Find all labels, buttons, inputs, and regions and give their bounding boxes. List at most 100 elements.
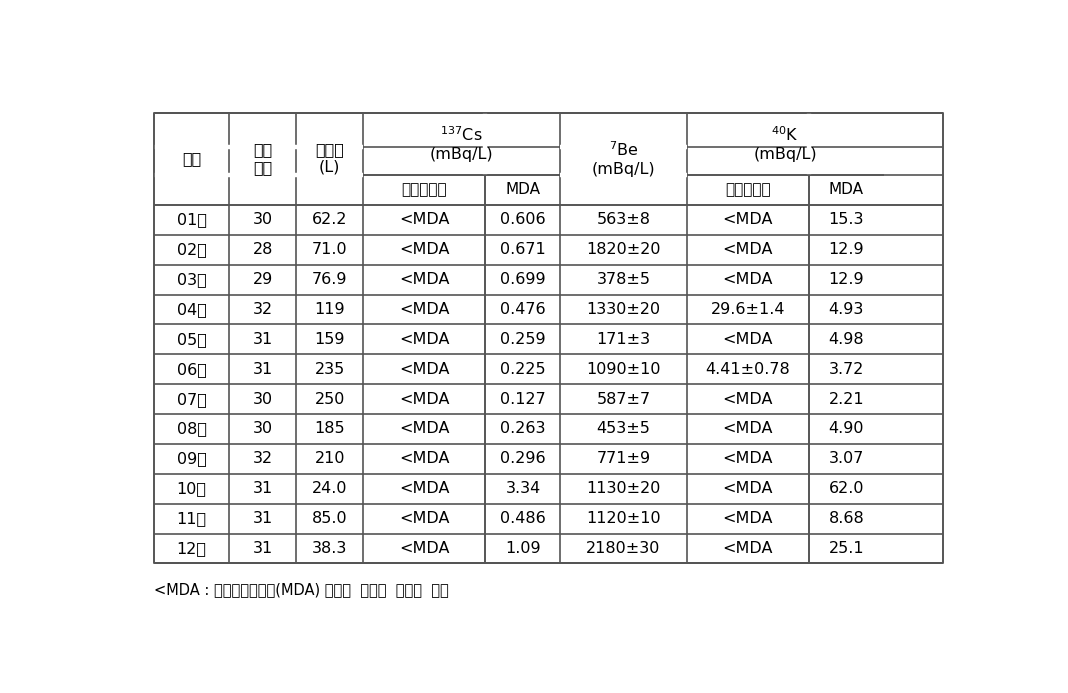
Text: <MDA: <MDA	[723, 421, 773, 437]
Text: 시료량
(L): 시료량 (L)	[315, 143, 344, 175]
Text: 30: 30	[253, 421, 272, 437]
Text: 01월: 01월	[176, 212, 207, 227]
Text: 4.90: 4.90	[829, 421, 864, 437]
Text: $^{40}$K
(mBq/L): $^{40}$K (mBq/L)	[753, 125, 817, 161]
Text: 2.21: 2.21	[829, 392, 864, 407]
Text: 4.93: 4.93	[829, 302, 864, 317]
Text: 453±5: 453±5	[597, 421, 650, 437]
Text: 31: 31	[252, 481, 272, 496]
Text: 0.263: 0.263	[500, 421, 546, 437]
Text: 03월: 03월	[177, 272, 206, 287]
Text: 8.68: 8.68	[829, 511, 864, 526]
Text: <MDA: <MDA	[399, 362, 450, 377]
Text: 31: 31	[252, 362, 272, 377]
Text: 15.3: 15.3	[829, 212, 864, 227]
Text: <MDA: <MDA	[399, 511, 450, 526]
Text: 378±5: 378±5	[597, 272, 650, 287]
Text: 08월: 08월	[176, 421, 207, 437]
Text: 85.0: 85.0	[312, 511, 347, 526]
Text: 구분: 구분	[182, 151, 201, 166]
Text: 0.671: 0.671	[500, 243, 546, 257]
Text: $^{7}$Be
(mBq/L): $^{7}$Be (mBq/L)	[592, 141, 656, 177]
Text: 771±9: 771±9	[596, 451, 650, 466]
Text: <MDA: <MDA	[723, 541, 773, 556]
Text: 채집
일수: 채집 일수	[253, 143, 272, 175]
Text: 06월: 06월	[176, 362, 206, 377]
Text: <MDA: <MDA	[399, 392, 450, 407]
Text: <MDA: <MDA	[399, 451, 450, 466]
Text: <MDA: <MDA	[399, 272, 450, 287]
Text: <MDA: <MDA	[399, 421, 450, 437]
Text: 29: 29	[252, 272, 272, 287]
Text: 32: 32	[253, 302, 272, 317]
Text: 30: 30	[253, 212, 272, 227]
Text: <MDA: <MDA	[399, 243, 450, 257]
Text: 30: 30	[253, 392, 272, 407]
Text: 05월: 05월	[176, 332, 206, 347]
Text: 1090±10: 1090±10	[586, 362, 661, 377]
Text: 2180±30: 2180±30	[586, 541, 661, 556]
Text: 0.606: 0.606	[500, 212, 546, 227]
Text: 159: 159	[314, 332, 345, 347]
Text: 02월: 02월	[176, 243, 206, 257]
Text: <MDA: <MDA	[399, 541, 450, 556]
Text: 11월: 11월	[176, 511, 207, 526]
Text: <MDA: <MDA	[399, 332, 450, 347]
Text: 119: 119	[314, 302, 345, 317]
Text: 10월: 10월	[176, 481, 207, 496]
Bar	[154, 112, 943, 563]
Text: 185: 185	[314, 421, 345, 437]
Text: <MDA: <MDA	[399, 212, 450, 227]
Text: 0.296: 0.296	[500, 451, 546, 466]
Text: MDA: MDA	[505, 182, 540, 198]
Text: 250: 250	[314, 392, 345, 407]
Text: 28: 28	[252, 243, 272, 257]
Text: $^{137}$Cs
(mBq/L): $^{137}$Cs (mBq/L)	[430, 125, 493, 161]
Text: 1.09: 1.09	[505, 541, 540, 556]
Text: 29.6±1.4: 29.6±1.4	[710, 302, 785, 317]
Text: 0.225: 0.225	[500, 362, 546, 377]
Text: 31: 31	[252, 332, 272, 347]
Text: 62.2: 62.2	[312, 212, 347, 227]
Text: 12.9: 12.9	[829, 272, 864, 287]
Text: 171±3: 171±3	[596, 332, 650, 347]
Text: <MDA: <MDA	[723, 212, 773, 227]
Text: 07월: 07월	[176, 392, 206, 407]
Text: 1330±20: 1330±20	[586, 302, 661, 317]
Text: 방사능농도: 방사능농도	[402, 182, 447, 198]
Text: 1820±20: 1820±20	[586, 243, 661, 257]
Text: 3.72: 3.72	[829, 362, 864, 377]
Text: 587±7: 587±7	[596, 392, 650, 407]
Text: MDA: MDA	[829, 182, 864, 198]
Text: 09월: 09월	[176, 451, 206, 466]
Text: 31: 31	[252, 541, 272, 556]
Text: 12.9: 12.9	[829, 243, 864, 257]
Text: 24.0: 24.0	[312, 481, 347, 496]
Text: <MDA: <MDA	[723, 451, 773, 466]
Text: 235: 235	[315, 362, 345, 377]
Text: <MDA: <MDA	[723, 243, 773, 257]
Text: <MDA : 최소검출하한치(MDA) 미만의  값으로  판정된  자료: <MDA : 최소검출하한치(MDA) 미만의 값으로 판정된 자료	[154, 583, 449, 597]
Text: 1120±10: 1120±10	[586, 511, 661, 526]
Text: <MDA: <MDA	[723, 481, 773, 496]
Text: 04월: 04월	[176, 302, 206, 317]
Text: 3.34: 3.34	[505, 481, 540, 496]
Text: <MDA: <MDA	[399, 481, 450, 496]
Text: <MDA: <MDA	[723, 272, 773, 287]
Text: 1130±20: 1130±20	[586, 481, 661, 496]
Text: 76.9: 76.9	[312, 272, 347, 287]
Text: 25.1: 25.1	[829, 541, 864, 556]
Text: 71.0: 71.0	[312, 243, 347, 257]
Text: <MDA: <MDA	[723, 511, 773, 526]
Text: <MDA: <MDA	[399, 302, 450, 317]
Text: 4.41±0.78: 4.41±0.78	[705, 362, 790, 377]
Text: 31: 31	[252, 511, 272, 526]
Text: <MDA: <MDA	[723, 332, 773, 347]
Text: 38.3: 38.3	[312, 541, 347, 556]
Text: 32: 32	[253, 451, 272, 466]
Text: 0.127: 0.127	[500, 392, 546, 407]
Text: <MDA: <MDA	[723, 392, 773, 407]
Text: 3.07: 3.07	[829, 451, 864, 466]
Text: 62.0: 62.0	[829, 481, 864, 496]
Text: 563±8: 563±8	[597, 212, 650, 227]
